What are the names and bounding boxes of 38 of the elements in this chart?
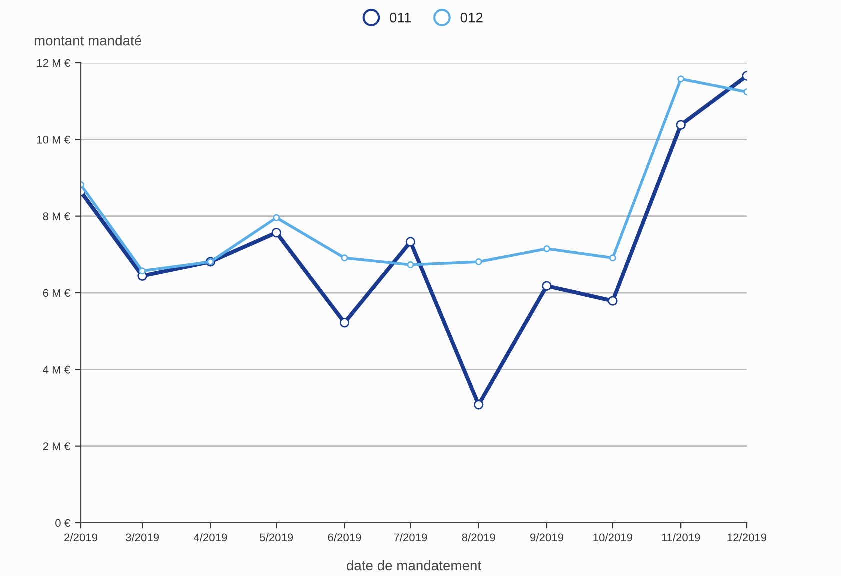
y-tick-label: 2 M € xyxy=(43,442,70,450)
x-tick-label: 7/2019 xyxy=(394,533,428,542)
legend-label: 011 xyxy=(390,12,411,23)
x-tick-label: 3/2019 xyxy=(126,533,160,542)
x-tick-label: 8/2019 xyxy=(462,533,496,542)
point xyxy=(475,258,482,266)
x-tick-label: 2/2019 xyxy=(64,533,98,542)
x-tick-label: 4/2019 xyxy=(194,533,228,542)
x-tick-label: 9/2019 xyxy=(530,533,564,542)
x-tick-label: 12/2019 xyxy=(728,533,767,542)
y-tick-label: 10 M € xyxy=(37,136,70,144)
point xyxy=(609,254,616,262)
point xyxy=(407,262,414,268)
x-axis-title: date de mandatement xyxy=(347,560,482,571)
x-tick-label: 11/2019 xyxy=(662,533,700,542)
point xyxy=(542,281,552,291)
x-tick-label: 10/2019 xyxy=(594,533,632,542)
point xyxy=(474,400,484,410)
y-tick-label: 0 € xyxy=(56,519,70,528)
point xyxy=(139,268,146,275)
point xyxy=(678,76,685,83)
point xyxy=(608,296,618,306)
y-tick-label: 6 M € xyxy=(43,289,70,298)
y-tick-label: 8 M € xyxy=(43,212,70,220)
y-tick-label: 12 M € xyxy=(37,59,70,68)
legend-label: 012 xyxy=(460,12,483,23)
y-axis-title: montant mandaté xyxy=(34,35,142,46)
y-tick-label: 4 M € xyxy=(43,366,70,374)
x-tick-label: 6/2019 xyxy=(328,533,362,542)
point xyxy=(273,214,280,222)
point xyxy=(406,237,416,247)
point xyxy=(341,254,348,262)
point xyxy=(340,318,350,328)
point xyxy=(676,120,686,130)
point xyxy=(544,245,550,252)
x-tick-label: 5/2019 xyxy=(260,533,294,542)
line-series xyxy=(81,76,747,275)
point xyxy=(272,228,282,238)
